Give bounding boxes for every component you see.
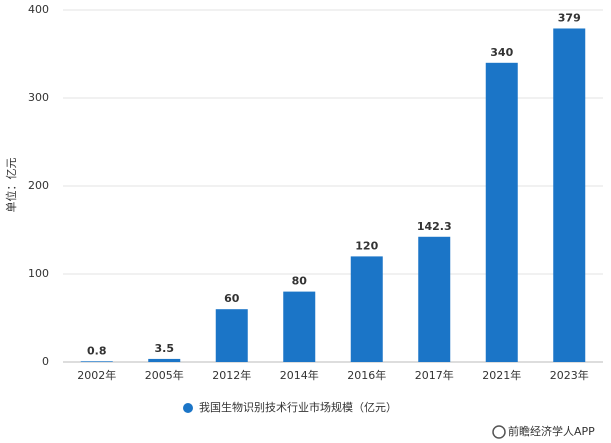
- bar: [553, 28, 586, 362]
- value-label: 3.5: [155, 342, 175, 355]
- bar: [283, 291, 316, 362]
- y-tick-label: 400: [28, 3, 49, 16]
- value-label: 142.3: [417, 220, 452, 233]
- value-label: 80: [292, 275, 308, 288]
- source: 前瞻经济学人APP: [508, 424, 595, 438]
- y-axis-label: 单位：亿元: [4, 158, 18, 213]
- x-tick-label: 2014年: [280, 368, 319, 382]
- x-tick-label: 2023年: [550, 368, 589, 382]
- y-tick-label: 300: [28, 91, 49, 104]
- x-tick-label: 2017年: [415, 368, 454, 382]
- value-label: 120: [355, 239, 378, 252]
- bar: [350, 256, 383, 362]
- value-label: 0.8: [87, 344, 107, 357]
- y-tick-label: 100: [28, 267, 49, 280]
- bar: [485, 62, 518, 363]
- legend-label: 我国生物识别技术行业市场规模（亿元）: [199, 400, 397, 414]
- x-tick-label: 2002年: [77, 368, 116, 382]
- legend-marker: [183, 403, 193, 413]
- bar: [418, 236, 451, 362]
- x-tick-label: 2016年: [347, 368, 386, 382]
- x-tick-label: 2012年: [212, 368, 251, 382]
- y-tick-label: 200: [28, 179, 49, 192]
- bar: [215, 309, 248, 362]
- x-tick-label: 2005年: [145, 368, 184, 382]
- bar: [80, 361, 113, 362]
- value-label: 340: [490, 46, 513, 59]
- x-tick-label: 2021年: [482, 368, 521, 382]
- source-logo: [492, 425, 506, 439]
- bar: [148, 358, 181, 362]
- value-label: 60: [224, 292, 240, 305]
- y-tick-label: 0: [42, 355, 49, 368]
- value-label: 379: [558, 11, 581, 24]
